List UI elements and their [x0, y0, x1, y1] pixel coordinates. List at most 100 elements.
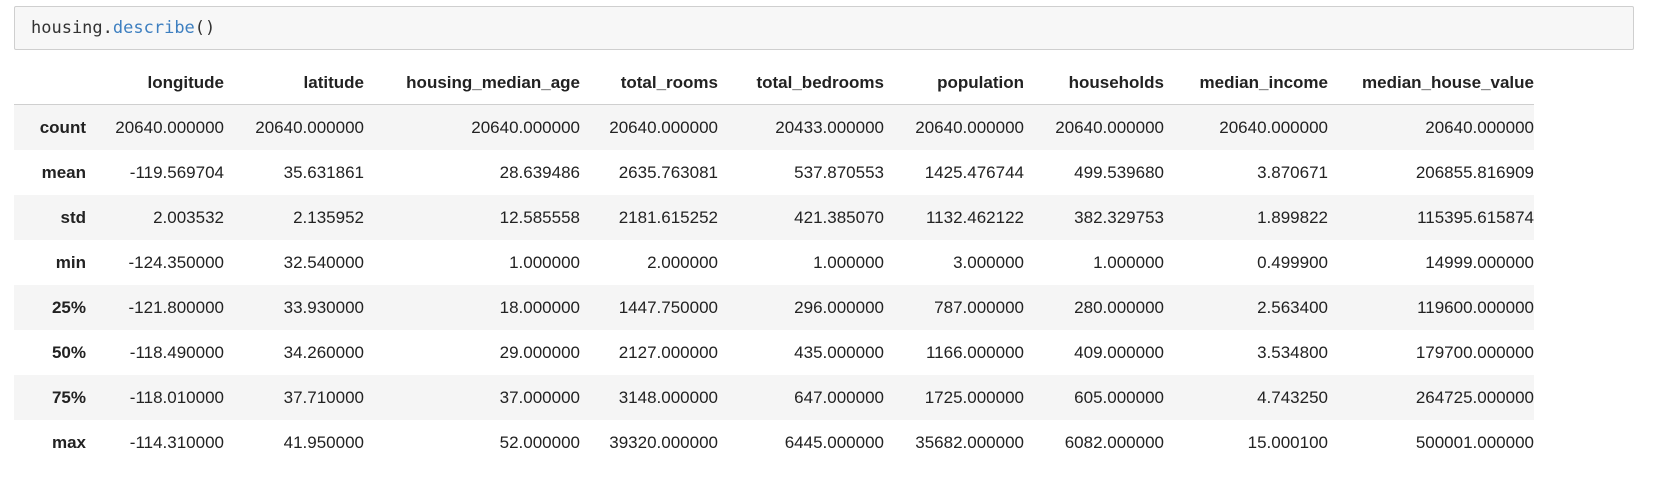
- table-cell: 3.870671: [1257, 162, 1328, 182]
- table-cell: 0.499900: [1257, 252, 1328, 272]
- table-cell: 3.000000: [953, 252, 1024, 272]
- table-row: 75% -118.010000 37.710000 37.000000 3148…: [14, 375, 1534, 420]
- table-row: min -124.350000 32.540000 1.000000 2.000…: [14, 240, 1534, 285]
- table-cell: 6445.000000: [784, 432, 884, 452]
- column-header: population: [884, 62, 1024, 105]
- column-header: median_income: [1164, 62, 1328, 105]
- table-cell: 1132.462122: [925, 207, 1024, 227]
- index-header: [14, 62, 100, 105]
- column-header: households: [1024, 62, 1164, 105]
- table-cell: 2.135952: [293, 207, 364, 227]
- table-cell: 2.000000: [647, 252, 718, 272]
- code-input-cell[interactable]: housing.describe(): [14, 6, 1634, 50]
- code-object: housing: [31, 18, 103, 38]
- table-cell: 537.870553: [794, 162, 884, 182]
- table-cell: 1.899822: [1257, 207, 1328, 227]
- table-cell: 15.000100: [1247, 432, 1328, 452]
- code-dot: .: [102, 18, 113, 38]
- header-row: longitude latitude housing_median_age to…: [14, 62, 1534, 105]
- row-index: count: [39, 117, 86, 137]
- describe-output-table: longitude latitude housing_median_age to…: [14, 62, 1534, 465]
- table-cell: -118.010000: [129, 387, 224, 407]
- table-cell: 264725.000000: [1415, 387, 1534, 407]
- table-cell: 32.540000: [283, 252, 364, 272]
- table-cell: -114.310000: [129, 432, 224, 452]
- table-cell: 409.000000: [1074, 342, 1164, 362]
- table-cell: 1166.000000: [925, 342, 1024, 362]
- table-cell: 39320.000000: [609, 432, 718, 452]
- table-cell: 20640.000000: [255, 117, 364, 137]
- table-cell: -124.350000: [128, 252, 224, 272]
- table-cell: 3.534800: [1257, 342, 1328, 362]
- table-cell: 1.000000: [813, 252, 884, 272]
- table-cell: 435.000000: [794, 342, 884, 362]
- table-cell: 28.639486: [499, 162, 580, 182]
- table-cell: 20640.000000: [1055, 117, 1164, 137]
- table-cell: 499.539680: [1074, 162, 1164, 182]
- table-cell: 20433.000000: [775, 117, 884, 137]
- table-cell: 2.563400: [1257, 297, 1328, 317]
- row-index: 50%: [51, 342, 86, 362]
- table-cell: 18.000000: [499, 297, 580, 317]
- row-index: max: [51, 432, 86, 452]
- table-cell: 20640.000000: [471, 117, 580, 137]
- row-index: min: [55, 252, 86, 272]
- table-cell: 20640.000000: [915, 117, 1024, 137]
- table-cell: 2127.000000: [618, 342, 718, 362]
- table-cell: 280.000000: [1074, 297, 1164, 317]
- column-header: total_rooms: [580, 62, 718, 105]
- table-cell: 37.000000: [499, 387, 580, 407]
- table-cell: -118.490000: [129, 342, 224, 362]
- table-cell: 1447.750000: [618, 297, 718, 317]
- table-cell: 37.710000: [283, 387, 364, 407]
- table-cell: 115395.615874: [1417, 207, 1534, 227]
- table-cell: 1425.476744: [924, 162, 1024, 182]
- table-cell: 500001.000000: [1415, 432, 1534, 452]
- row-index: std: [60, 207, 87, 227]
- table-cell: 20640.000000: [609, 117, 718, 137]
- table-cell: 35.631861: [283, 162, 364, 182]
- table-row: max -114.310000 41.950000 52.000000 3932…: [14, 420, 1534, 465]
- table-cell: 29.000000: [499, 342, 580, 362]
- table-cell: 2635.763081: [618, 162, 718, 182]
- table-cell: 206855.816909: [1415, 162, 1534, 182]
- table-cell: 787.000000: [934, 297, 1024, 317]
- row-index: mean: [41, 162, 86, 182]
- table-cell: 605.000000: [1074, 387, 1164, 407]
- table-cell: 20640.000000: [1219, 117, 1328, 137]
- table-cell: -119.569704: [129, 162, 224, 182]
- column-header: longitude: [100, 62, 224, 105]
- table-cell: 4.743250: [1257, 387, 1328, 407]
- table-cell: 647.000000: [794, 387, 884, 407]
- table-cell: 382.329753: [1074, 207, 1164, 227]
- table-cell: 6082.000000: [1064, 432, 1164, 452]
- code-line: housing.describe(): [31, 18, 215, 38]
- table-row: 50% -118.490000 34.260000 29.000000 2127…: [14, 330, 1534, 375]
- column-header: latitude: [224, 62, 364, 105]
- column-header: median_house_value: [1328, 62, 1534, 105]
- table-cell: 20640.000000: [1425, 117, 1534, 137]
- row-index: 75%: [51, 387, 86, 407]
- table-cell: -121.800000: [128, 297, 224, 317]
- table-cell: 34.260000: [283, 342, 364, 362]
- table-row: mean -119.569704 35.631861 28.639486 263…: [14, 150, 1534, 195]
- table-cell: 119600.000000: [1417, 297, 1534, 317]
- table-cell: 3148.000000: [618, 387, 718, 407]
- table-cell: 2.003532: [153, 207, 224, 227]
- table-row: std 2.003532 2.135952 12.585558 2181.615…: [14, 195, 1534, 240]
- table-cell: 1725.000000: [924, 387, 1024, 407]
- row-index: 25%: [51, 297, 86, 317]
- table-cell: 1.000000: [509, 252, 580, 272]
- code-method: describe: [112, 18, 195, 38]
- table-cell: 52.000000: [499, 432, 580, 452]
- table-cell: 12.585558: [499, 207, 580, 227]
- column-header: housing_median_age: [364, 62, 580, 105]
- table-row: 25% -121.800000 33.930000 18.000000 1447…: [14, 285, 1534, 330]
- table-cell: 179700.000000: [1415, 342, 1534, 362]
- table-cell: 35682.000000: [915, 432, 1024, 452]
- table-cell: 14999.000000: [1425, 252, 1534, 272]
- column-header: total_bedrooms: [718, 62, 884, 105]
- table-cell: 33.930000: [283, 297, 364, 317]
- table-row: count 20640.000000 20640.000000 20640.00…: [14, 104, 1534, 150]
- table-cell: 421.385070: [794, 207, 884, 227]
